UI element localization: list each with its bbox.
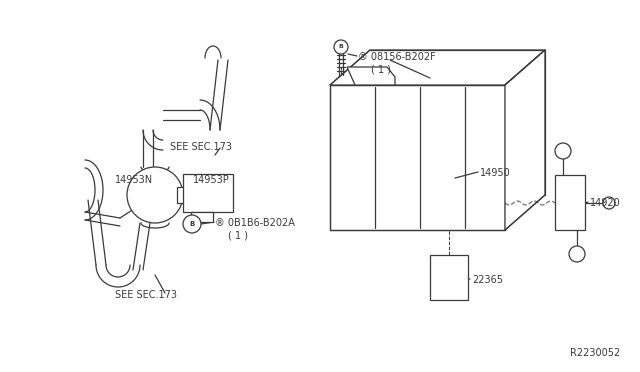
- Text: SEE SEC.173: SEE SEC.173: [170, 142, 232, 152]
- Bar: [191, 212, 213, 222]
- Polygon shape: [330, 50, 545, 85]
- Circle shape: [334, 40, 348, 54]
- Text: 14920: 14920: [590, 198, 621, 208]
- Text: ® 0B1B6-B202A: ® 0B1B6-B202A: [215, 218, 295, 228]
- Text: B: B: [339, 45, 344, 49]
- Circle shape: [569, 246, 585, 262]
- Text: 14953N: 14953N: [115, 175, 153, 185]
- Text: SEE SEC.173: SEE SEC.173: [115, 290, 177, 300]
- Bar: [183, 174, 233, 212]
- Bar: [555, 175, 585, 230]
- Polygon shape: [505, 50, 545, 230]
- Text: ( 1 ): ( 1 ): [371, 64, 391, 74]
- Text: 14953P: 14953P: [193, 175, 230, 185]
- Text: ( 1 ): ( 1 ): [228, 230, 248, 240]
- Circle shape: [183, 215, 201, 233]
- Text: ® 08156-B202F: ® 08156-B202F: [358, 52, 436, 62]
- Polygon shape: [330, 85, 505, 230]
- Circle shape: [127, 167, 183, 223]
- Text: 22365: 22365: [472, 275, 503, 285]
- Circle shape: [555, 143, 571, 159]
- Circle shape: [603, 197, 615, 209]
- Text: 14950: 14950: [480, 168, 511, 178]
- Bar: [430, 255, 468, 300]
- Polygon shape: [347, 67, 395, 85]
- Text: R2230052: R2230052: [570, 348, 620, 358]
- Text: B: B: [189, 221, 195, 227]
- Bar: [177, 187, 191, 203]
